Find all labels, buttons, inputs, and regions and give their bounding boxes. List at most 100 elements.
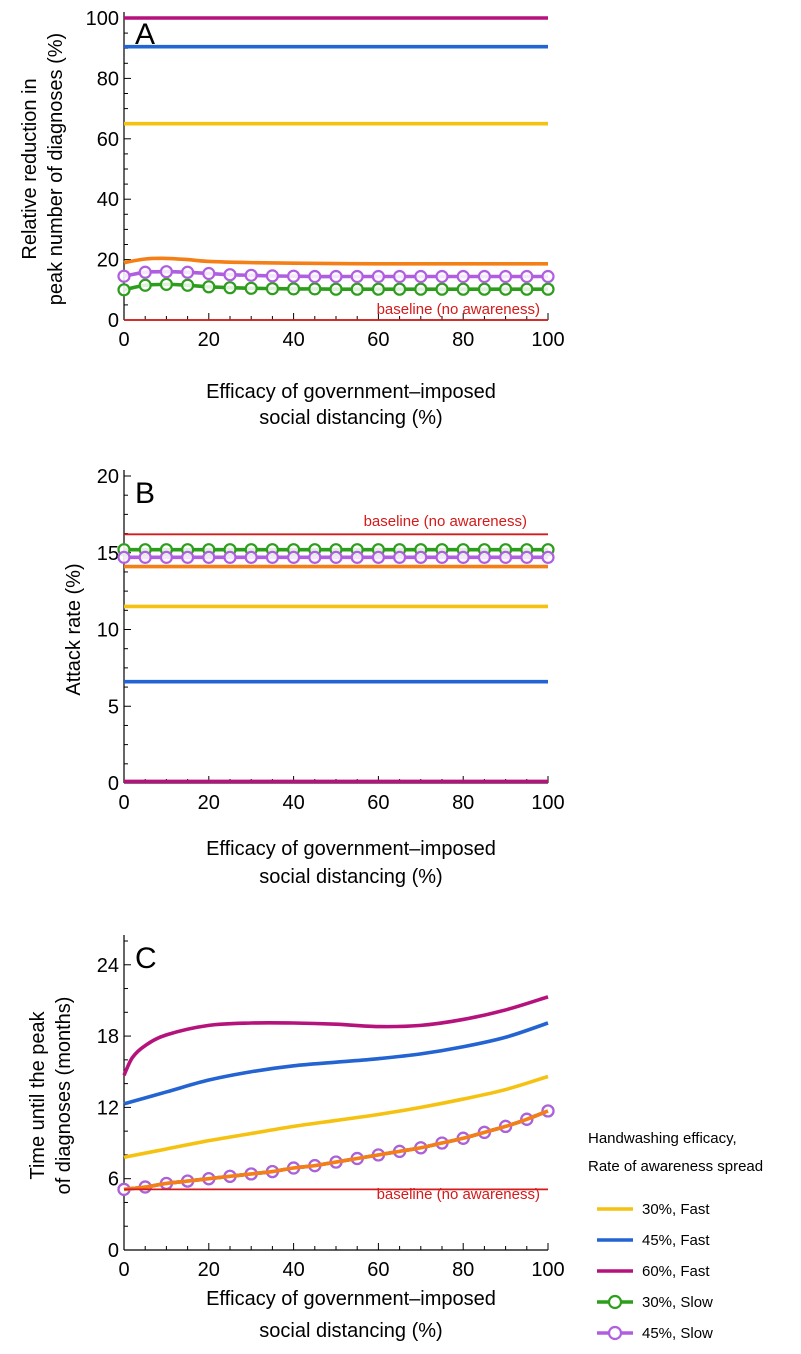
- panel-b-point-45-slow: [350, 550, 364, 564]
- panel-b-point-45-slow: [393, 550, 407, 564]
- panel-a-point-45-slow: [181, 265, 195, 279]
- panel-b-point-45-slow: [499, 550, 513, 564]
- panel-b-y-tick-label: 10: [97, 620, 119, 642]
- panel-c-y-axis-title: Time until the peak: [27, 1010, 49, 1179]
- legend-title: Rate of awareness spread: [588, 1158, 763, 1175]
- panel-b-point-45-slow: [414, 550, 428, 564]
- panel-b-point-45-slow: [329, 550, 343, 564]
- panel-c-x-tick-label: 80: [452, 1259, 474, 1281]
- panel-a-y-axis-title: peak number of diagnoses (%): [45, 33, 67, 305]
- panel-a-point-30-slow: [456, 282, 470, 296]
- panel-a-x-axis-title: social distancing (%): [259, 407, 442, 429]
- panel-c-x-tick-label: 20: [198, 1259, 220, 1281]
- panel-a-x-tick-label: 60: [367, 329, 389, 351]
- legend-marker-45-slow: [607, 1325, 623, 1341]
- panel-a-point-30-slow: [371, 282, 385, 296]
- legend-label-60-fast: 60%, Fast: [642, 1263, 710, 1280]
- panel-a-point-30-slow: [117, 283, 131, 297]
- panel-a-point-30-slow: [223, 281, 237, 295]
- panel-a-point-45-slow: [520, 269, 534, 284]
- panel-a-series-60-slow: [123, 256, 548, 266]
- panel-a-point-45-slow: [329, 269, 343, 284]
- panel-c-series-45-fast: [123, 1021, 549, 1106]
- panel-a-y-tick-label: 40: [97, 189, 119, 211]
- panel-a-y-tick-label: 80: [97, 68, 119, 90]
- panel-a-point-45-slow: [223, 268, 237, 282]
- panel-a-chart: 0 20 40 60 80 100 0 20 40 60 80 100 Efficacy of gove…: [19, 8, 565, 429]
- panel-b-y-tick-label: 0: [108, 773, 119, 795]
- panel-a-point-45-slow: [138, 265, 152, 279]
- panel-a-x-tick-label: 80: [452, 329, 474, 351]
- panel-a-point-30-slow: [329, 282, 343, 296]
- panel-b-point-45-slow: [202, 550, 216, 564]
- panel-b-y-tick-label: 15: [97, 543, 119, 565]
- legend-label-30-fast: 30%, Fast: [642, 1201, 710, 1218]
- panel-c-y-tick-label: 24: [97, 955, 119, 977]
- panel-a-point-30-slow: [393, 282, 407, 296]
- panel-b-point-45-slow: [287, 550, 301, 564]
- panel-b-point-45-slow: [371, 550, 385, 564]
- legend-title: Handwashing efficacy,: [588, 1130, 737, 1147]
- panel-b-point-45-slow: [265, 550, 279, 564]
- panel-b-x-tick-label: 20: [198, 792, 220, 814]
- panel-a-point-30-slow: [159, 277, 173, 291]
- panel-a-point-30-slow: [244, 281, 258, 295]
- panel-b-x-tick-label: 100: [531, 792, 564, 814]
- panel-c-chart: 0 20 40 60 80 100 0 6 12 18 24 Efficacy of governme…: [27, 935, 565, 1342]
- panel-c-letter: C: [135, 942, 157, 975]
- panel-a-x-axis-title: Efficacy of government–imposed: [206, 381, 496, 403]
- panel-b-point-45-slow: [435, 550, 449, 564]
- panel-b-point-45-slow: [159, 550, 173, 564]
- panel-a-point-45-slow: [541, 269, 555, 284]
- panel-b-x-axis-title: Efficacy of government–imposed: [206, 838, 496, 860]
- panel-a-point-45-slow: [393, 269, 407, 284]
- panel-b-y-axis-title: Attack rate (%): [63, 563, 85, 695]
- panel-b-point-45-slow: [477, 550, 491, 564]
- panel-b-chart: 0 20 40 60 80 100 0 5 10 15 20 Efficacy of governme…: [63, 466, 565, 888]
- panel-a-point-30-slow: [499, 282, 513, 296]
- panel-a-point-45-slow: [265, 269, 279, 283]
- panel-a-point-45-slow: [414, 269, 428, 284]
- panel-a-x-tick-label: 0: [118, 329, 129, 351]
- panel-a-y-tick-label: 0: [108, 310, 119, 332]
- panel-c-x-axis-title: social distancing (%): [259, 1320, 442, 1342]
- panel-a-point-30-slow: [138, 278, 152, 292]
- panel-a-point-30-slow: [477, 282, 491, 296]
- panel-a-x-tick-label: 100: [531, 329, 564, 351]
- panel-c-series-30-fast: [123, 1074, 549, 1160]
- panel-c-x-tick-label: 100: [531, 1259, 564, 1281]
- panel-a-point-45-slow: [117, 269, 131, 283]
- panel-a-x-tick-label: 20: [198, 329, 220, 351]
- panel-c-y-tick-label: 12: [97, 1097, 119, 1119]
- panel-a-point-45-slow: [371, 269, 385, 284]
- panel-b-letter: B: [135, 477, 155, 510]
- panel-b-x-tick-label: 80: [452, 792, 474, 814]
- panel-b-x-tick-label: 0: [118, 792, 129, 814]
- panel-b-point-45-slow: [181, 550, 195, 564]
- panel-a-point-30-slow: [181, 278, 195, 292]
- panel-b-point-45-slow: [117, 550, 131, 564]
- panel-a-point-30-slow: [414, 282, 428, 296]
- panel-c-series-60-slow: [123, 1109, 549, 1192]
- panel-a-x-tick-label: 40: [282, 329, 304, 351]
- panel-b-point-45-slow: [308, 550, 322, 564]
- panel-c-x-tick-label: 0: [118, 1259, 129, 1281]
- panel-b-baseline-annotation: baseline (no awareness): [364, 513, 527, 530]
- panel-b-x-tick-label: 60: [367, 792, 389, 814]
- panel-b-x-axis-title: social distancing (%): [259, 866, 442, 888]
- legend-label-30-slow: 30%, Slow: [642, 1294, 713, 1311]
- panel-a-point-30-slow: [350, 282, 364, 296]
- panel-a-point-45-slow: [159, 265, 173, 279]
- panel-a-point-45-slow: [350, 269, 364, 284]
- panel-b-y-tick-label: 20: [97, 466, 119, 488]
- panel-a-point-45-slow: [499, 269, 513, 284]
- panel-b-point-45-slow: [223, 550, 237, 564]
- panel-a-y-axis-title: Relative reduction in: [19, 78, 41, 259]
- panel-c-series-60-fast: [122, 995, 549, 1077]
- panel-a-baseline-annotation: baseline (no awareness): [377, 301, 540, 318]
- panel-b-point-45-slow: [138, 550, 152, 564]
- panel-a-point-30-slow: [435, 282, 449, 296]
- panel-a-point-45-slow: [435, 269, 449, 284]
- panel-a-point-30-slow: [287, 282, 301, 296]
- panel-a-point-45-slow: [202, 266, 216, 281]
